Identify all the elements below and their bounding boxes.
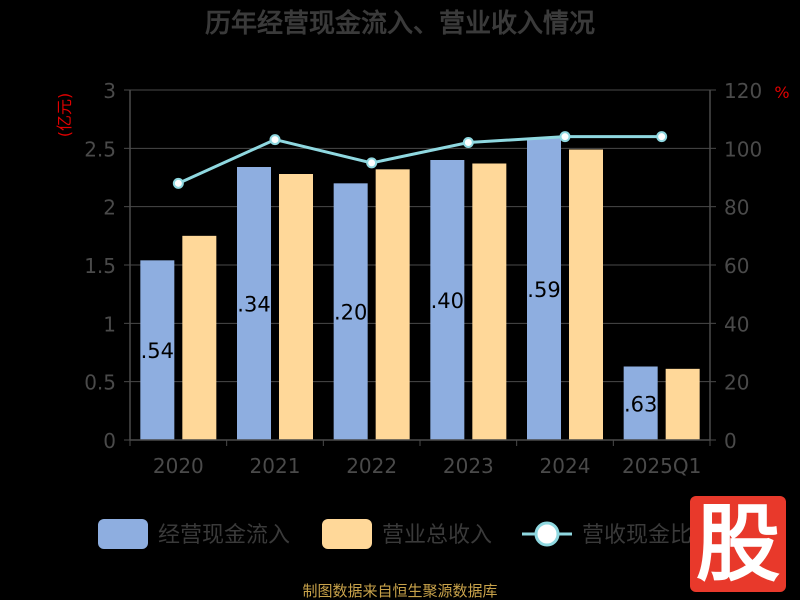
ratio-line-path — [177, 135, 662, 185]
source-note: 制图数据来自恒生聚源数据库 — [302, 582, 497, 600]
left-tick-label: 2 — [103, 196, 116, 220]
legend: 经营现金流入 营业总收入 营收现金比 — [98, 519, 692, 549]
data-label: .59 — [527, 278, 560, 302]
left-axis-label: (亿元) — [55, 93, 74, 138]
data-label: .20 — [334, 301, 367, 325]
x-tick-label: 2022 — [346, 454, 397, 478]
legend-swatch-cash-inflow — [98, 519, 148, 549]
axes: 0 0.5 1 1.5 2 2.5 3 0 20 40 60 80 100 120 (亿元)% 2020 202… — [55, 79, 790, 478]
left-tick-label: 1.5 — [84, 254, 116, 278]
right-axis-label: % — [774, 83, 789, 102]
bar-revenue — [182, 235, 217, 440]
logo-watermark: 股 — [690, 496, 786, 592]
x-tick-label: 2023 — [443, 454, 494, 478]
right-tick-label: 80 — [724, 196, 749, 220]
bar-cash-inflow — [333, 183, 368, 441]
bar-cash-inflow — [140, 260, 175, 440]
data-label: .34 — [237, 293, 270, 317]
bar-revenue — [279, 174, 313, 440]
right-tick-label: 40 — [724, 312, 749, 336]
right-tick-label: 60 — [724, 254, 749, 278]
x-tick-label: 2020 — [153, 454, 204, 478]
right-tick-label: 100 — [724, 137, 762, 161]
data-label: .40 — [431, 289, 464, 313]
legend-marker-ratio — [534, 521, 560, 547]
grid — [130, 89, 710, 441]
bar-revenue — [472, 163, 507, 440]
bar-cash-inflow — [527, 137, 561, 441]
x-tick-label: 2025Q1 — [622, 454, 701, 478]
ratio-line — [172, 131, 668, 189]
legend-swatch-revenue — [322, 519, 372, 549]
legend-label-ratio: 营收现金比 — [582, 523, 692, 548]
ratio-point — [656, 131, 668, 143]
bar-cash-inflow — [430, 160, 465, 440]
ratio-point — [559, 131, 571, 143]
ratio-point — [462, 137, 474, 148]
right-tick-label: 120 — [724, 79, 762, 103]
bar-revenue — [375, 169, 410, 441]
right-tick-label: 0 — [724, 429, 737, 453]
left-tick-label: 0 — [103, 429, 116, 453]
left-tick-label: 3 — [103, 79, 116, 103]
right-tick-label: 20 — [724, 371, 749, 395]
left-tick-label: 0.5 — [84, 371, 116, 395]
x-tick-label: 2021 — [250, 454, 301, 478]
bar-cash-inflow — [623, 366, 658, 440]
ratio-point — [269, 134, 281, 146]
data-label: .54 — [141, 339, 174, 363]
data-label: .63 — [624, 392, 657, 416]
x-tick-label: 2024 — [540, 454, 591, 478]
chart-title: 历年经营现金流入、营业收入情况 — [205, 8, 595, 39]
legend-label-cash-inflow: 经营现金流入 — [158, 523, 290, 548]
left-tick-label: 1 — [103, 312, 116, 336]
legend-label-revenue: 营业总收入 — [382, 523, 492, 548]
bar-revenue — [665, 368, 700, 440]
left-tick-label: 2.5 — [84, 137, 116, 161]
bar-cash-inflow — [237, 167, 271, 440]
ratio-point — [366, 157, 378, 169]
bars: .54 .34 .20 .40 .59 .63 — [140, 137, 700, 441]
ratio-point — [172, 177, 184, 189]
bar-revenue — [569, 149, 603, 440]
